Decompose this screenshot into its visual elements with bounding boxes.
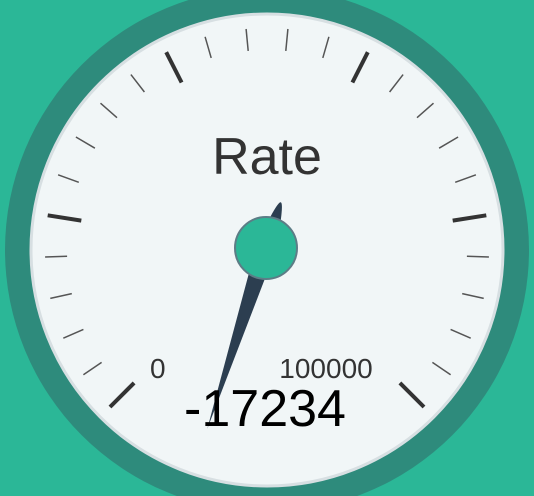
gauge-minor-tick (450, 328, 472, 339)
gauge-minor-tick (45, 255, 68, 258)
gauge-major-tick (108, 381, 136, 409)
gauge-max-label: 100000 (279, 353, 372, 384)
gauge-minor-tick (454, 174, 477, 184)
gauge-min-label: 0 (150, 353, 166, 384)
gauge-hub (234, 216, 298, 280)
gauge-major-tick (350, 51, 370, 84)
gauge-minor-tick (245, 28, 249, 51)
gauge-minor-tick (285, 28, 289, 51)
gauge-minor-tick (389, 74, 404, 93)
gauge-minor-tick (100, 102, 118, 119)
gauge-minor-tick (57, 174, 80, 184)
gauge-title: Rate (212, 128, 322, 186)
gauge-minor-tick (466, 255, 489, 258)
gauge-minor-tick (462, 292, 484, 300)
gauge-major-tick (452, 213, 487, 223)
gauge-minor-tick (431, 361, 452, 376)
gauge-major-tick (398, 381, 426, 409)
gauge-minor-tick (62, 328, 84, 339)
gauge-minor-tick (75, 136, 96, 149)
gauge-minor-tick (438, 136, 459, 149)
gauge-ticks (45, 28, 489, 409)
gauge-minor-tick (322, 36, 330, 59)
gauge-minor-tick (50, 292, 72, 300)
gauge-minor-tick (82, 361, 103, 376)
gauge-minor-tick (416, 102, 434, 119)
gauge-minor-tick (204, 36, 212, 59)
gauge-value-readout: -17234 (184, 380, 346, 438)
gauge-minor-tick (130, 74, 145, 93)
gauge-major-tick (47, 213, 82, 223)
gauge-major-tick (164, 51, 184, 84)
